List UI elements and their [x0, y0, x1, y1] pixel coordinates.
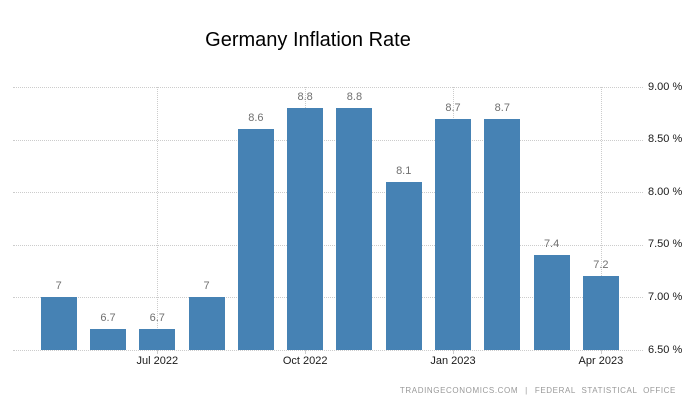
bar: [533, 255, 570, 350]
bar-value-label: 7.2: [593, 259, 609, 272]
y-axis-label: 8.00 %: [648, 185, 683, 198]
attribution: TRADINGECONOMICS.COM | FEDERAL STATISTIC…: [400, 386, 676, 395]
gridline-horizontal: [13, 297, 643, 299]
bar-value-label: 8.6: [248, 112, 264, 125]
y-axis-label: 6.50 %: [648, 343, 683, 356]
gridline-horizontal: [13, 350, 643, 351]
bar: [435, 118, 472, 350]
x-tick-mark: [453, 350, 455, 354]
x-tick-mark: [600, 350, 602, 354]
bar-value-label: 8.8: [346, 91, 363, 104]
bar-value-label: 7.4: [543, 238, 560, 251]
bar-value-label: 8.8: [297, 91, 313, 104]
y-axis-label: 8.50 %: [648, 133, 683, 146]
x-tick-label: Jan 2023: [430, 355, 476, 367]
bar-value-label: 8.1: [396, 164, 412, 177]
y-axis-label: 7.50 %: [648, 238, 683, 251]
bar: [484, 118, 521, 350]
bar-value-label: 6.7: [149, 311, 165, 324]
x-tick-label: Oct 2022: [282, 355, 328, 367]
attribution-source: FEDERAL STATISTICAL OFFICE: [534, 386, 676, 395]
bar-value-label: 8.7: [494, 101, 510, 114]
bar: [188, 297, 225, 350]
gridline-horizontal: [13, 192, 643, 194]
chart-title: Germany Inflation Rate: [205, 29, 411, 51]
x-tick-label: Apr 2023: [578, 355, 624, 367]
bar-value-label: 7: [203, 280, 210, 293]
bar: [385, 181, 422, 350]
attribution-separator: |: [525, 386, 528, 395]
x-tick-label: Jul 2022: [136, 355, 179, 367]
gridline-horizontal: [13, 244, 643, 246]
attribution-provider: TRADINGECONOMICS.COM: [399, 386, 519, 395]
bar: [582, 276, 619, 350]
bar: [237, 129, 274, 350]
x-tick-mark: [157, 350, 159, 354]
bar: [336, 108, 373, 350]
bar: [40, 297, 77, 350]
bar-value-label: 8.7: [445, 101, 461, 114]
bar-value-label: 6.7: [100, 311, 116, 324]
bar: [89, 328, 126, 350]
y-axis-label: 7.00 %: [648, 290, 683, 303]
x-tick-mark: [305, 350, 307, 354]
gridline-vertical: [157, 87, 159, 350]
bar: [287, 108, 324, 350]
bar-value-label: 7: [55, 280, 62, 293]
gridline-horizontal: [13, 139, 643, 141]
gridline-vertical: [600, 87, 602, 350]
bar: [139, 328, 176, 350]
y-axis-label: 9.00 %: [648, 80, 683, 93]
gridline-horizontal: [13, 87, 643, 88]
